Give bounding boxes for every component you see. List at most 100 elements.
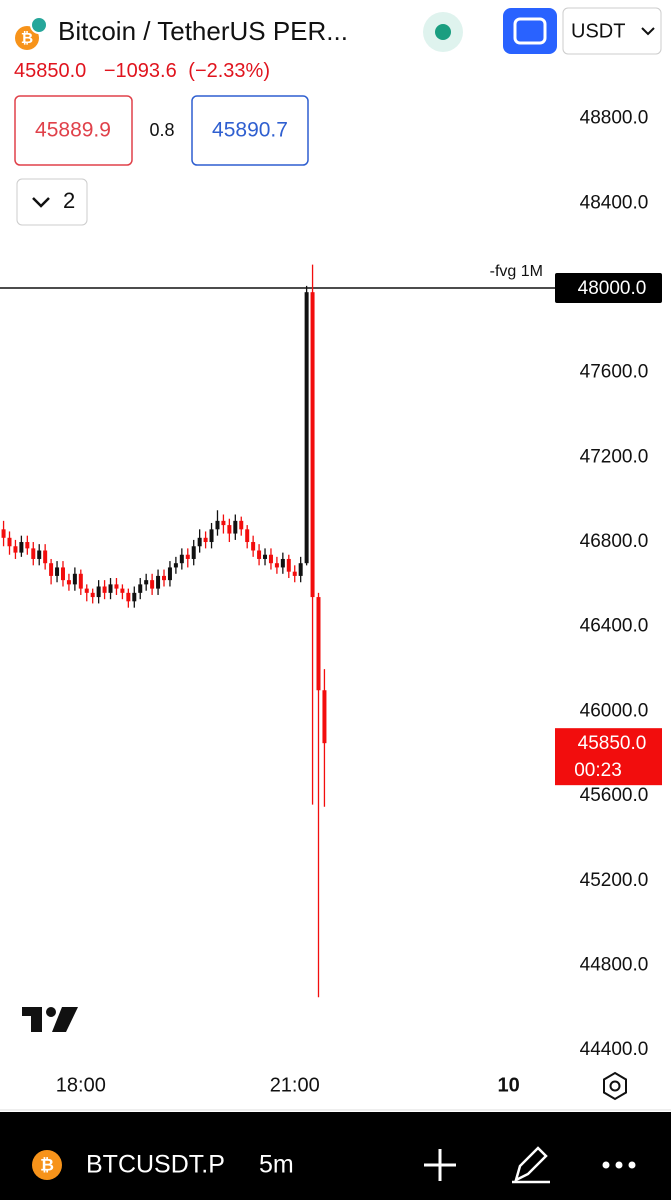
candle-body: [60, 567, 65, 581]
plot-area: 44400.0 44800.0 45200.0 45600.0 46000.0 46400…: [0, 108, 662, 1096]
candle-body: [304, 292, 309, 564]
buy-button[interactable]: [191, 95, 309, 166]
candle-body: [274, 563, 279, 568]
settings-button[interactable]: [603, 1071, 627, 1101]
candle-body: [203, 537, 208, 543]
x-tick-label: 18:00: [56, 1074, 106, 1096]
footer-btc-symbol: ₿: [40, 1155, 54, 1174]
candle-body: [233, 520, 238, 534]
symbol-title[interactable]: Bitcoin / TetherUS PER...: [58, 16, 348, 46]
candle-body: [72, 573, 77, 585]
x-tick-label: 21:00: [270, 1074, 320, 1096]
candle-body: [209, 529, 214, 543]
candle-body: [13, 546, 18, 553]
candle-body: [7, 537, 12, 547]
hline-label: -fvg 1M: [490, 263, 543, 280]
price-change-pct: (−2.33%): [188, 60, 270, 82]
more-button[interactable]: [602, 1161, 636, 1169]
draw-button[interactable]: [512, 1146, 550, 1184]
price-line: 45850.0 −1093.6 (−2.33%): [14, 60, 270, 82]
candle-body: [185, 554, 190, 559]
price-change: −1093.6: [104, 60, 177, 82]
collapse-button[interactable]: [16, 178, 88, 226]
candle-body: [245, 529, 250, 543]
candle-body: [96, 586, 101, 598]
y-tick-label: 44800.0: [580, 955, 649, 976]
spread: 0.8: [149, 120, 174, 140]
candle-body: [280, 558, 285, 568]
candle-body: [197, 537, 202, 547]
btc-icon: [15, 26, 39, 50]
y-tick-label: 48400.0: [580, 192, 649, 213]
candle-body: [257, 550, 262, 559]
candle-body: [227, 525, 232, 534]
candle-body: [55, 567, 60, 576]
candle-body: [179, 554, 184, 564]
market-status[interactable]: [435, 24, 451, 40]
candle-body: [263, 554, 268, 559]
y-tick-label: 47200.0: [580, 446, 649, 467]
candle-body: [66, 580, 71, 585]
candle-body: [292, 571, 297, 576]
dropdown-arrow: [641, 27, 655, 36]
candle-body: [49, 563, 54, 576]
btc-symbol: ₿: [21, 30, 33, 47]
currency: USDT: [571, 20, 625, 42]
candle-body: [84, 588, 89, 593]
countdown: 00:23: [574, 760, 622, 781]
candle-body: [221, 520, 226, 526]
y-tick-label: 45200.0: [580, 870, 649, 891]
footer-symbol[interactable]: BTCUSDT.P: [86, 1151, 225, 1179]
candle-body: [251, 542, 256, 551]
candle-body: [108, 584, 113, 593]
candle-body: [31, 548, 36, 559]
candle-body: [156, 575, 161, 589]
currency-select[interactable]: [562, 7, 662, 55]
candle-body: [43, 550, 48, 564]
candle-body: [162, 575, 167, 581]
footer-btc-icon: [32, 1150, 62, 1180]
candle-body: [310, 292, 315, 598]
y-tick-label: 46000.0: [580, 700, 649, 721]
candle-body: [215, 520, 220, 530]
candle-body: [286, 558, 291, 572]
candle-body: [126, 592, 131, 602]
ask-price: 45890.7: [212, 119, 288, 142]
last-price: 45850.0: [14, 60, 86, 82]
y-tick-label: 46400.0: [580, 616, 649, 637]
add-button[interactable]: [424, 1149, 456, 1181]
footer-interval[interactable]: 5m: [259, 1151, 294, 1179]
hline-value-box: [555, 272, 662, 303]
candle-body: [25, 542, 30, 549]
last-price-box: [555, 728, 662, 786]
fullscreen-button[interactable]: [503, 8, 557, 54]
candle-body: [150, 580, 155, 589]
sell-button[interactable]: [14, 95, 133, 166]
candle-body: [144, 580, 149, 585]
bottom-bar: [0, 1112, 671, 1200]
candle-body: [1, 529, 6, 538]
candle-body: [316, 597, 321, 691]
candle-body: [132, 592, 137, 602]
y-tick-label: 47600.0: [580, 362, 649, 383]
candle-body: [102, 586, 107, 593]
candle-body: [114, 584, 119, 589]
fullscreen-icon: [513, 17, 547, 45]
collapse-arrow: [32, 197, 50, 208]
candle-body: [322, 690, 327, 744]
x-tick-label: 10: [498, 1074, 520, 1096]
y-tick-label: 46800.0: [580, 531, 649, 552]
tv-logo: [22, 1007, 78, 1032]
candle-body: [37, 550, 42, 559]
y-tick-label: 48800.0: [580, 108, 649, 129]
candle-body: [173, 563, 178, 568]
bid-price: 45889.9: [35, 119, 111, 142]
candle-body: [268, 554, 273, 564]
indicator-count: 2: [63, 188, 75, 213]
candle-body: [167, 567, 172, 581]
candle-body: [19, 542, 24, 553]
candle-body: [191, 546, 196, 559]
last-price-label: 45850.0: [578, 733, 647, 754]
y-tick-label: 45600.0: [580, 785, 649, 806]
